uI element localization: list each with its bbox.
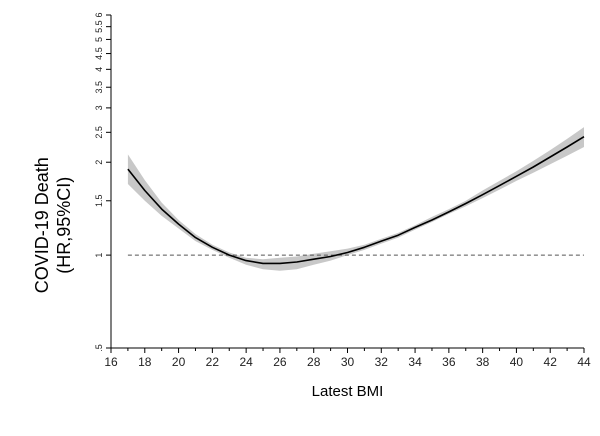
hazard-ratio-line	[127, 136, 585, 265]
x-tick-label: 42	[544, 355, 558, 369]
y-tick-label: 2	[94, 160, 104, 165]
y-ticks: .5 1 1.5 2 2.5 3 3.5 4 4.5 5 5.5 6	[94, 12, 111, 352]
y-tick-label: 6	[94, 12, 104, 17]
x-tick-label: 18	[138, 355, 152, 369]
x-tick-label: 24	[239, 355, 253, 369]
y-axis-title: COVID-19 Death (HR,95%CI)	[32, 157, 74, 293]
x-axis-title: Latest BMI	[312, 383, 384, 400]
x-tick-label: 38	[476, 355, 490, 369]
x-tick-label: 40	[510, 355, 524, 369]
y-tick-label: 5	[94, 37, 104, 42]
y-axis-title-line-1: COVID-19 Death	[32, 157, 52, 293]
y-tick-label: 1.5	[94, 195, 104, 208]
x-ticks: 16 18 20 22 24 26 28 30 32 34 36 38 40 42 44	[104, 348, 591, 369]
axes: .5 1 1.5 2 2.5 3 3.5 4 4.5 5 5.5 6 16 18 20 22 24 26 28 30…	[94, 12, 591, 369]
y-tick-label: 1	[94, 253, 104, 258]
y-tick-label: 2.5	[94, 126, 104, 139]
y-tick-label: .5	[94, 344, 104, 352]
y-tick-label: 4.5	[94, 47, 104, 60]
y-tick-label: 5.5	[94, 20, 104, 33]
y-tick-label: 3.5	[94, 81, 104, 94]
y-tick-label: 4	[94, 67, 104, 72]
y-tick-label: 3	[94, 105, 104, 110]
y-axis-title-line-2: (HR,95%CI)	[54, 177, 74, 274]
x-tick-label: 22	[206, 355, 220, 369]
x-tick-label: 20	[172, 355, 186, 369]
x-tick-label: 34	[408, 355, 422, 369]
x-tick-label: 32	[375, 355, 389, 369]
hazard-line-layer	[127, 136, 585, 265]
x-tick-label: 16	[104, 355, 118, 369]
x-tick-label: 30	[341, 355, 355, 369]
x-tick-label: 28	[307, 355, 321, 369]
x-tick-label: 44	[577, 355, 591, 369]
x-tick-label: 36	[442, 355, 456, 369]
x-tick-label: 26	[273, 355, 287, 369]
